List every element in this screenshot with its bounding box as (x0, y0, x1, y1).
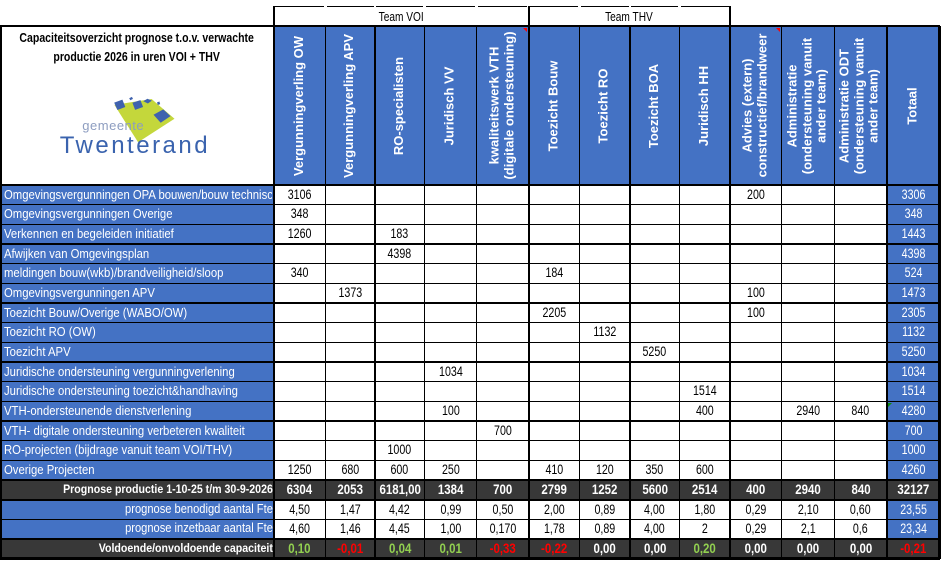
svg-text:Twenterand: Twenterand (60, 132, 210, 159)
svg-text:gemeente: gemeente (82, 118, 144, 133)
